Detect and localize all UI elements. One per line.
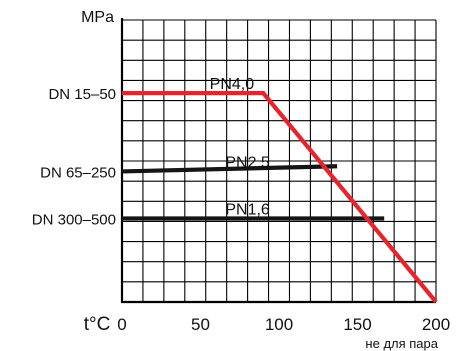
y-category-label: DN 65–250 xyxy=(40,164,116,181)
x-tick-label: 100 xyxy=(265,315,293,334)
x-tick-label: 150 xyxy=(343,315,371,334)
series-label: PN4,0 xyxy=(210,76,255,93)
note-not-for-steam: не для пара xyxy=(365,336,438,351)
x-tick-label: 200 xyxy=(422,315,450,334)
y-category-label: DN 15–50 xyxy=(48,86,116,103)
y-category-label: DN 300–500 xyxy=(32,211,116,228)
x-tick-label: 50 xyxy=(191,315,210,334)
x-axis-label: t°C xyxy=(84,314,111,335)
series-label: PN2,5 xyxy=(225,154,270,171)
y-axis-label: MPa xyxy=(81,9,114,26)
x-tick-label: 0 xyxy=(117,315,126,334)
series-line-pn40 xyxy=(122,91,438,304)
series-line-pn25 xyxy=(121,164,338,174)
series-label: PN1,6 xyxy=(225,201,270,218)
